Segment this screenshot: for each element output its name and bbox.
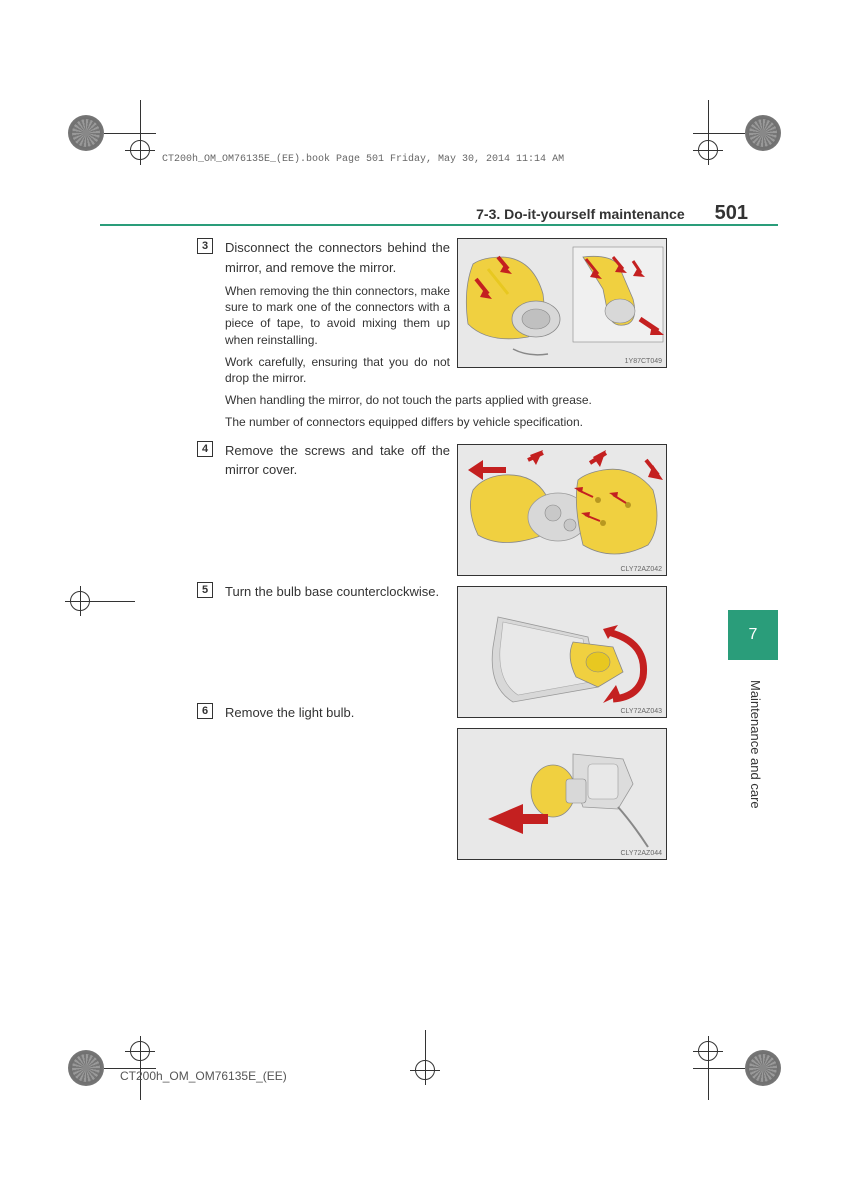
image-code: CLY72AZ042 bbox=[620, 566, 662, 573]
step-note: Work carefully, ensuring that you do not… bbox=[225, 354, 450, 386]
illustration-4: CLY72AZ042 bbox=[457, 444, 667, 576]
step-text: Remove the screws and take off the mirro… bbox=[225, 441, 450, 480]
page-number: 501 bbox=[715, 202, 748, 225]
chapter-label: Maintenance and care bbox=[748, 680, 763, 809]
step-number: 3 bbox=[197, 238, 213, 254]
illustration-6: CLY72AZ044 bbox=[457, 728, 667, 860]
step-number: 4 bbox=[197, 441, 213, 457]
content-area: 3 Disconnect the connectors behind the m… bbox=[197, 238, 677, 733]
step-note: When removing the thin connectors, make … bbox=[225, 283, 450, 348]
image-code: CLY72AZ044 bbox=[620, 850, 662, 857]
section-title: 7-3. Do-it-yourself maintenance bbox=[476, 206, 685, 222]
step-note: When handling the mirror, do not touch t… bbox=[225, 392, 665, 408]
step-text: Turn the bulb base counterclockwise. bbox=[225, 582, 450, 602]
chapter-number: 7 bbox=[749, 626, 758, 644]
step-number: 6 bbox=[197, 703, 213, 719]
step-note: The number of connectors equipped differ… bbox=[225, 414, 665, 430]
image-code: 1Y87CT049 bbox=[625, 358, 662, 365]
illustration-3: 1Y87CT049 bbox=[457, 238, 667, 368]
illustration-5: CLY72AZ043 bbox=[457, 586, 667, 718]
step-6: 6 Remove the light bulb. bbox=[197, 703, 677, 723]
book-header: CT200h_OM_OM76135E_(EE).book Page 501 Fr… bbox=[162, 154, 564, 165]
chapter-tab: 7 bbox=[728, 610, 778, 660]
header-rule bbox=[100, 224, 778, 226]
footer-text: CT200h_OM_OM76135E_(EE) bbox=[120, 1069, 287, 1083]
step-text: Remove the light bulb. bbox=[225, 703, 450, 723]
page-header: 7-3. Do-it-yourself maintenance 501 bbox=[140, 202, 748, 225]
step-number: 5 bbox=[197, 582, 213, 598]
step-text: Disconnect the connectors behind the mir… bbox=[225, 238, 450, 277]
